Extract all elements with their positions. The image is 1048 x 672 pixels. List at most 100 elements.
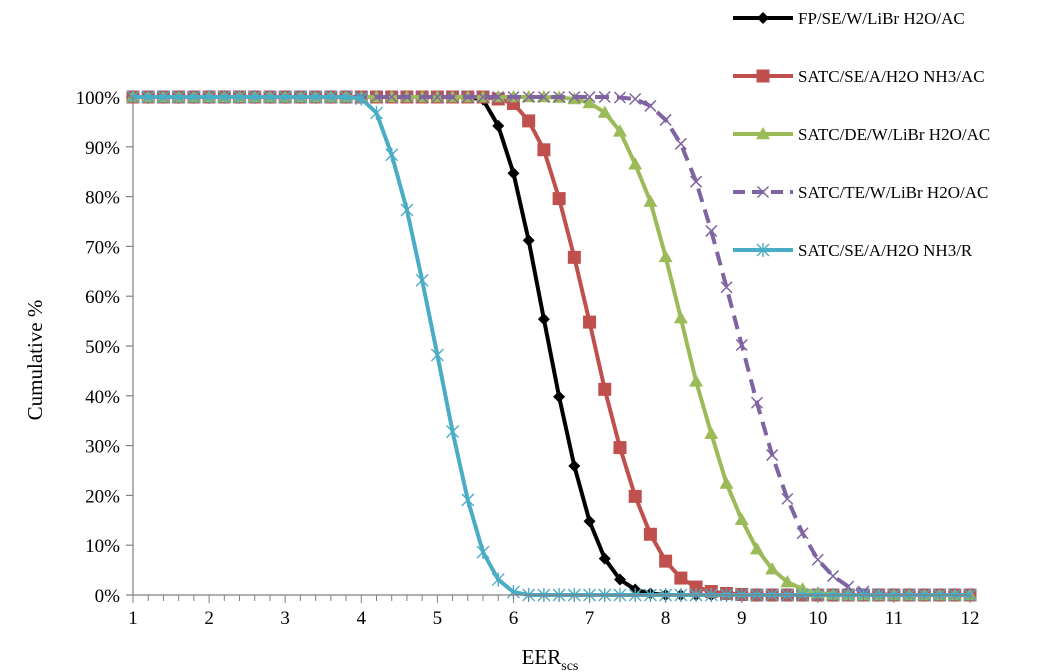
data-point <box>674 571 688 585</box>
x-axis-title: EERscs <box>522 645 579 672</box>
data-point <box>628 157 643 170</box>
data-point <box>278 90 292 104</box>
series-5 <box>126 90 977 602</box>
data-point <box>446 90 459 104</box>
data-point <box>492 119 505 132</box>
x-tick-label: 4 <box>357 608 367 629</box>
legend-marker <box>756 69 770 83</box>
y-tick-label: 80% <box>85 188 120 209</box>
data-point <box>643 527 657 541</box>
x-axis-title-subscript: scs <box>561 659 578 672</box>
legend-marker <box>756 243 770 257</box>
legend: FP/SE/W/LiBr H2O/AC SATC/SE/A/H2O NH3/AC S… <box>733 9 990 260</box>
data-point <box>293 90 307 104</box>
data-point <box>552 192 566 206</box>
legend-entry: FP/SE/W/LiBr H2O/AC <box>733 9 965 28</box>
series-3 <box>126 90 977 601</box>
legend-label: SATC/SE/A/H2O NH3/R <box>798 241 973 260</box>
legend-label: SATC/DE/W/LiBr H2O/AC <box>798 125 990 144</box>
x-tick-label: 2 <box>204 608 214 629</box>
data-point <box>339 90 353 104</box>
data-point <box>583 90 596 104</box>
data-point <box>507 90 520 104</box>
legend-entry: SATC/DE/W/LiBr H2O/AC <box>733 125 990 144</box>
legend-entry: SATC/TE/W/LiBr H2O/AC <box>733 183 988 202</box>
data-point <box>415 273 429 288</box>
data-point <box>385 90 398 104</box>
x-tick-label: 9 <box>737 608 747 629</box>
data-point <box>461 90 474 104</box>
data-point <box>369 105 383 120</box>
data-point <box>156 90 170 104</box>
data-point <box>309 90 323 104</box>
data-point <box>324 90 338 104</box>
x-tick-label: 8 <box>661 608 671 629</box>
data-point <box>598 90 611 104</box>
data-point <box>613 91 627 104</box>
x-tick-label: 6 <box>509 608 519 629</box>
data-point <box>553 390 566 403</box>
data-point <box>522 114 536 128</box>
data-point <box>522 90 535 104</box>
data-point <box>400 203 414 218</box>
data-point <box>796 527 809 540</box>
y-tick-label: 10% <box>85 536 120 557</box>
legend-marker <box>757 12 769 24</box>
data-point <box>537 90 550 104</box>
data-point <box>141 90 155 104</box>
data-point <box>766 449 779 462</box>
data-point <box>842 580 855 593</box>
x-tick-label: 5 <box>433 608 443 629</box>
data-point <box>431 90 444 104</box>
data-point <box>583 315 597 329</box>
data-point <box>217 90 231 104</box>
data-point <box>598 382 612 396</box>
y-tick-label: 40% <box>85 387 120 408</box>
data-point <box>673 311 688 324</box>
data-point <box>446 424 460 439</box>
y-tick-label: 20% <box>85 486 120 507</box>
y-tick-label: 90% <box>85 138 120 159</box>
x-tick-label: 1 <box>128 608 138 629</box>
x-tick-label: 12 <box>961 608 980 629</box>
legend-marker <box>756 185 770 199</box>
data-point <box>690 175 703 188</box>
data-point <box>476 545 490 560</box>
data-point <box>492 90 505 104</box>
data-point <box>507 167 520 180</box>
legend-label: SATC/SE/A/H2O NH3/AC <box>798 67 985 86</box>
data-point <box>689 580 703 594</box>
data-point <box>263 90 277 104</box>
data-point <box>248 90 262 104</box>
data-point <box>689 374 704 387</box>
data-point <box>659 113 672 126</box>
data-point <box>354 91 368 106</box>
legend-entry: SATC/SE/A/H2O NH3/AC <box>733 67 985 86</box>
data-point <box>476 90 490 104</box>
data-point <box>537 143 551 157</box>
data-point <box>553 90 566 104</box>
x-axis-title-main: EER <box>522 645 562 669</box>
x-tick-label: 7 <box>585 608 595 629</box>
data-point <box>537 313 550 326</box>
series-2 <box>126 90 977 602</box>
data-point <box>735 338 748 352</box>
data-point <box>582 95 597 109</box>
data-point <box>643 194 658 207</box>
data-point <box>749 542 764 555</box>
data-point <box>612 124 627 137</box>
x-tick-label: 10 <box>808 608 827 629</box>
data-point <box>765 562 780 575</box>
y-tick-label: 60% <box>85 287 120 308</box>
data-point <box>385 147 399 162</box>
y-tick-label: 30% <box>85 437 120 458</box>
data-point <box>370 90 383 104</box>
data-point <box>597 105 612 118</box>
data-point <box>659 554 673 568</box>
data-point <box>187 90 201 104</box>
plot-series <box>126 90 977 602</box>
data-point <box>613 573 626 586</box>
data-point <box>734 512 749 526</box>
data-point <box>430 347 444 362</box>
